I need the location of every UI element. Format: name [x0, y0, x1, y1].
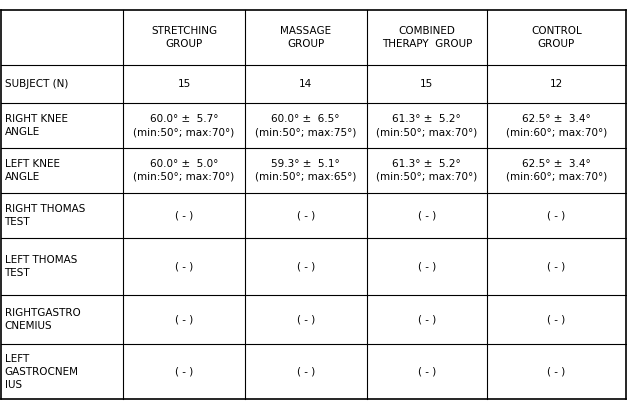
Text: ( - ): ( - ) — [418, 261, 436, 271]
Text: LEFT
GASTROCNEM
IUS: LEFT GASTROCNEM IUS — [4, 354, 78, 390]
Text: ( - ): ( - ) — [547, 367, 566, 377]
Text: 59.3° ±  5.1°
(min:50°; max:65°): 59.3° ± 5.1° (min:50°; max:65°) — [255, 159, 356, 182]
Text: 60.0° ±  5.7°
(min:50°; max:70°): 60.0° ± 5.7° (min:50°; max:70°) — [134, 114, 234, 137]
Text: 60.0° ±  5.0°
(min:50°; max:70°): 60.0° ± 5.0° (min:50°; max:70°) — [134, 159, 234, 182]
Text: ( - ): ( - ) — [297, 210, 315, 220]
Text: 62.5° ±  3.4°
(min:60°; max:70°): 62.5° ± 3.4° (min:60°; max:70°) — [506, 114, 607, 137]
Text: ( - ): ( - ) — [418, 210, 436, 220]
Text: STRETCHING
GROUP: STRETCHING GROUP — [151, 26, 217, 49]
Text: RIGHT KNEE
ANGLE: RIGHT KNEE ANGLE — [4, 114, 68, 137]
Text: ( - ): ( - ) — [297, 261, 315, 271]
Text: 62.5° ±  3.4°
(min:60°; max:70°): 62.5° ± 3.4° (min:60°; max:70°) — [506, 159, 607, 182]
Text: SUBJECT (N): SUBJECT (N) — [4, 79, 68, 89]
Text: ( - ): ( - ) — [418, 367, 436, 377]
Text: 61.3° ±  5.2°
(min:50°; max:70°): 61.3° ± 5.2° (min:50°; max:70°) — [376, 159, 477, 182]
Text: 14: 14 — [299, 79, 312, 89]
Text: ( - ): ( - ) — [297, 367, 315, 377]
Text: 12: 12 — [550, 79, 563, 89]
Text: 60.0° ±  6.5°
(min:50°; max:75°): 60.0° ± 6.5° (min:50°; max:75°) — [255, 114, 356, 137]
Text: ( - ): ( - ) — [175, 315, 193, 325]
Text: ( - ): ( - ) — [297, 315, 315, 325]
Text: ( - ): ( - ) — [175, 261, 193, 271]
Text: ( - ): ( - ) — [547, 315, 566, 325]
Text: LEFT THOMAS
TEST: LEFT THOMAS TEST — [4, 255, 77, 278]
Text: ( - ): ( - ) — [418, 315, 436, 325]
Text: ( - ): ( - ) — [175, 210, 193, 220]
Text: 15: 15 — [420, 79, 433, 89]
Text: 15: 15 — [177, 79, 191, 89]
Text: MASSAGE
GROUP: MASSAGE GROUP — [280, 26, 331, 49]
Text: CONTROL
GROUP: CONTROL GROUP — [531, 26, 582, 49]
Text: 61.3° ±  5.2°
(min:50°; max:70°): 61.3° ± 5.2° (min:50°; max:70°) — [376, 114, 477, 137]
Text: LEFT KNEE
ANGLE: LEFT KNEE ANGLE — [4, 159, 60, 182]
Text: ( - ): ( - ) — [547, 261, 566, 271]
Text: COMBINED
THERAPY  GROUP: COMBINED THERAPY GROUP — [382, 26, 472, 49]
Text: ( - ): ( - ) — [547, 210, 566, 220]
Text: RIGHT THOMAS
TEST: RIGHT THOMAS TEST — [4, 204, 85, 227]
Text: RIGHTGASTRO
CNEMIUS: RIGHTGASTRO CNEMIUS — [4, 308, 80, 331]
Text: ( - ): ( - ) — [175, 367, 193, 377]
